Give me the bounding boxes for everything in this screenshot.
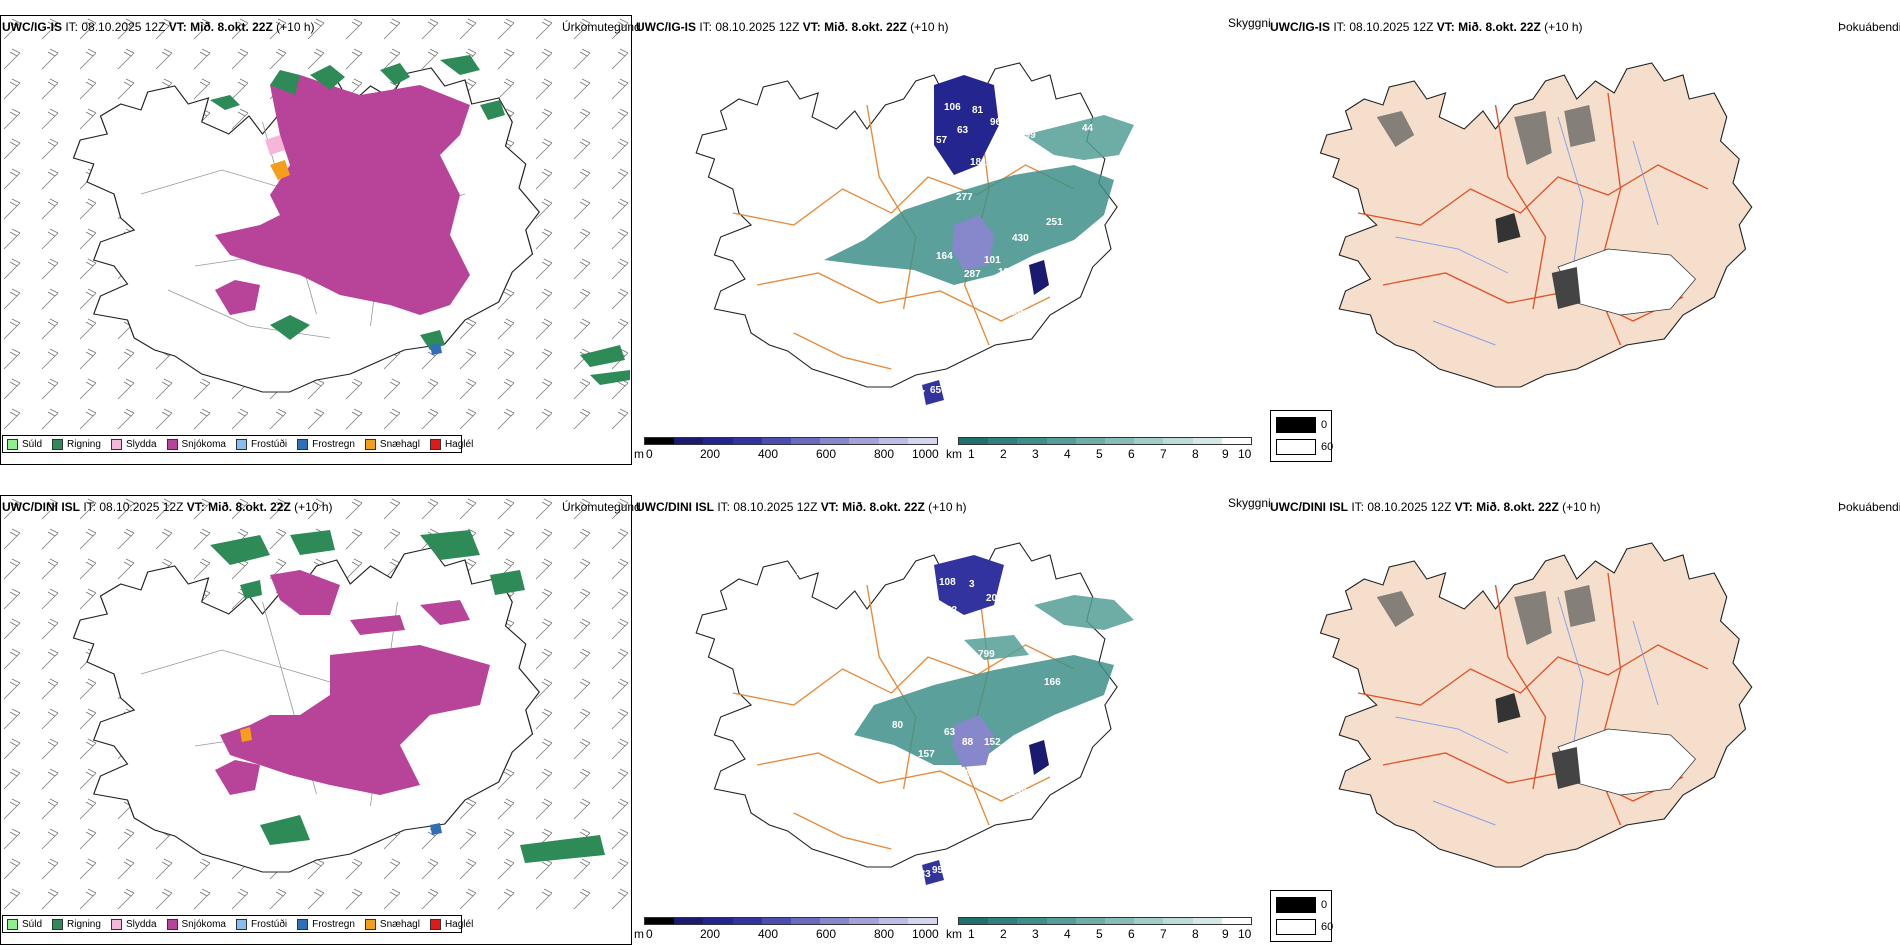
- fog-panel-row1: 0 60: [1268, 15, 1900, 465]
- fog-map: [1319, 542, 1753, 868]
- panel-type-label: Þokuábendi: [1838, 500, 1900, 514]
- svg-text:3: 3: [969, 579, 975, 590]
- svg-text:157: 157: [918, 749, 935, 760]
- panel-type-label: Úrkomutegund: [562, 20, 641, 34]
- svg-text:95: 95: [932, 865, 944, 876]
- svg-text:81: 81: [972, 105, 984, 116]
- svg-text:295: 295: [1009, 307, 1026, 318]
- svg-text:135: 135: [998, 267, 1015, 278]
- svg-text:28: 28: [1062, 337, 1074, 348]
- visibility-values: 106 81 96 63 57 799 44 181 155 277 251 4…: [854, 102, 1094, 400]
- legend-item: Snæhagl: [364, 438, 420, 450]
- svg-text:211: 211: [1124, 623, 1141, 634]
- svg-text:44: 44: [1082, 123, 1094, 134]
- panel-type-label: Þokuábendi: [1838, 20, 1900, 34]
- legend-item: Frostúði: [235, 918, 287, 930]
- legend-item: Haglél: [429, 918, 473, 930]
- svg-text:287: 287: [964, 269, 981, 280]
- svg-text:430: 430: [1012, 233, 1029, 244]
- legend-item: Frostregn: [297, 918, 355, 930]
- svg-text:108: 108: [939, 577, 956, 588]
- svg-text:10: 10: [796, 567, 808, 578]
- panel-type-label: Skyggni: [1228, 496, 1271, 510]
- panel-title: UWC/DINI ISL IT: 08.10.2025 12Z VT: Mið.…: [1270, 500, 1601, 514]
- legend-item: Súld: [7, 438, 42, 450]
- svg-text:799: 799: [978, 649, 995, 660]
- svg-text:104: 104: [864, 743, 881, 754]
- svg-text:251: 251: [1046, 217, 1063, 228]
- fog-legend: 0 60: [1270, 410, 1333, 462]
- svg-text:63: 63: [957, 125, 969, 136]
- fog-legend: 0 60: [1270, 890, 1333, 942]
- legend-item: Haglél: [429, 438, 473, 450]
- svg-text:72: 72: [952, 645, 964, 656]
- svg-text:166: 166: [1044, 677, 1061, 688]
- fog-panel-row2: 0 60: [1268, 495, 1900, 945]
- panel-title: UWC/IG-IS IT: 08.10.2025 12Z VT: Mið. 8.…: [2, 20, 315, 34]
- svg-text:995: 995: [954, 769, 971, 780]
- legend-item: Snjókoma: [166, 438, 226, 450]
- legend-item: Frostúði: [235, 438, 287, 450]
- panel-type-label: Úrkomutegund: [562, 500, 641, 514]
- svg-text:298: 298: [1010, 787, 1027, 798]
- legend-item: Rigning: [52, 438, 101, 450]
- visibility-colorbar-m: m 0 200 400 600 800 1000: [634, 435, 944, 465]
- svg-text:101: 101: [984, 255, 1001, 266]
- precip-type-panel-row2: Súld Rigning Slydda Snjókoma Frostúði Fr…: [0, 495, 632, 945]
- visibility-panel-row1: 106 81 96 63 57 799 44 181 155 277 251 4…: [634, 15, 1264, 465]
- svg-text:65: 65: [930, 385, 942, 396]
- visibility-colorbar-km: km 1 2 3 4 5 6 7 8 9 10: [946, 915, 1264, 945]
- fog-map: [1319, 62, 1753, 388]
- legend-item: Slydda: [110, 438, 157, 450]
- legend-item: Snæhagl: [364, 918, 420, 930]
- visibility-map: 10 108 3 208 60 82 211 72 799 166 80 63 …: [695, 542, 1141, 885]
- precip-type-panel-row1: Súld Rigning Slydda Snjókoma Frostúði Fr…: [0, 15, 632, 465]
- svg-text:60: 60: [1024, 577, 1036, 588]
- svg-text:82: 82: [946, 605, 958, 616]
- svg-text:164: 164: [936, 251, 953, 262]
- visibility-values: 10 108 3 208 60 82 211 72 799 166 80 63 …: [796, 567, 1141, 880]
- svg-text:63: 63: [944, 727, 956, 738]
- precip-legend: Súld Rigning Slydda Snjókoma Frostúði Fr…: [2, 435, 473, 453]
- svg-text:57: 57: [936, 135, 948, 146]
- precip-type-map: [0, 15, 632, 435]
- svg-text:106: 106: [944, 102, 961, 113]
- snow-area: [215, 75, 470, 315]
- svg-text:183: 183: [914, 869, 931, 880]
- svg-text:80: 80: [892, 720, 904, 731]
- legend-item: Súld: [7, 918, 42, 930]
- svg-text:155: 155: [960, 172, 977, 183]
- svg-text:96: 96: [990, 117, 1002, 128]
- legend-item: Slydda: [110, 918, 157, 930]
- svg-text:799: 799: [1019, 130, 1036, 141]
- legend-item: Snjókoma: [166, 918, 226, 930]
- svg-text:181: 181: [970, 157, 987, 168]
- legend-item: Frostregn: [297, 438, 355, 450]
- svg-text:277: 277: [956, 192, 973, 203]
- panel-title: UWC/DINI ISL IT: 08.10.2025 12Z VT: Mið.…: [636, 500, 967, 514]
- svg-text:208: 208: [986, 593, 1003, 604]
- svg-text:121: 121: [982, 765, 999, 776]
- svg-text:152: 152: [984, 737, 1001, 748]
- panel-title: UWC/IG-IS IT: 08.10.2025 12Z VT: Mið. 8.…: [636, 20, 949, 34]
- visibility-colorbar-km: km 1 2 3 4 5 6 7 8 9 10: [946, 435, 1264, 465]
- panel-type-label: Skyggni: [1228, 16, 1271, 30]
- visibility-colorbar-m: m 0 200 400 600 800 1000: [634, 915, 944, 945]
- precip-legend: Súld Rigning Slydda Snjókoma Frostúði Fr…: [2, 915, 473, 933]
- svg-text:88: 88: [962, 737, 974, 748]
- panel-title: UWC/IG-IS IT: 08.10.2025 12Z VT: Mið. 8.…: [1270, 20, 1583, 34]
- svg-text:32: 32: [910, 285, 922, 296]
- legend-item: Rigning: [52, 918, 101, 930]
- svg-text:110: 110: [854, 275, 871, 286]
- svg-text:27: 27: [1062, 817, 1074, 828]
- visibility-map: 106 81 96 63 57 799 44 181 155 277 251 4…: [695, 62, 1134, 405]
- panel-title: UWC/DINI ISL IT: 08.10.2025 12Z VT: Mið.…: [2, 500, 333, 514]
- visibility-panel-row2: 10 108 3 208 60 82 211 72 799 166 80 63 …: [634, 495, 1264, 945]
- precip-type-map: [0, 495, 632, 915]
- svg-text:17: 17: [914, 389, 926, 400]
